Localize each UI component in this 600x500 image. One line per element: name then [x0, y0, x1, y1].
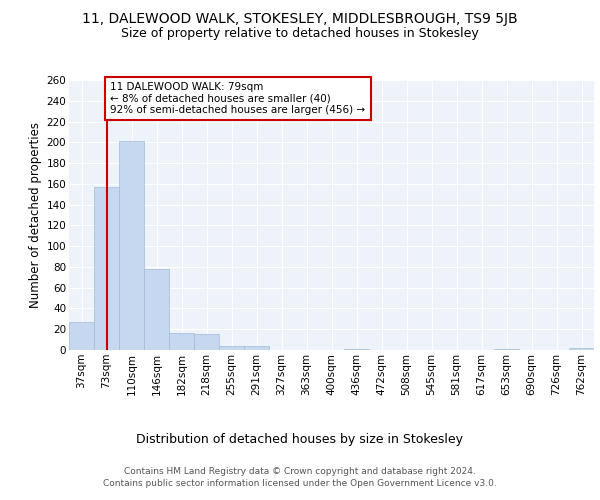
Bar [169, 334, 194, 350]
Bar [94, 187, 119, 350]
Bar [69, 322, 94, 350]
Bar [569, 348, 594, 350]
Bar [144, 269, 169, 350]
Bar [219, 346, 244, 350]
Text: 11, DALEWOOD WALK, STOKESLEY, MIDDLESBROUGH, TS9 5JB: 11, DALEWOOD WALK, STOKESLEY, MIDDLESBRO… [82, 12, 518, 26]
Bar [344, 349, 369, 350]
Text: Contains HM Land Registry data © Crown copyright and database right 2024.
Contai: Contains HM Land Registry data © Crown c… [103, 466, 497, 487]
Bar [194, 334, 219, 350]
Bar [494, 349, 519, 350]
Text: Distribution of detached houses by size in Stokesley: Distribution of detached houses by size … [137, 432, 464, 446]
Text: 11 DALEWOOD WALK: 79sqm
← 8% of detached houses are smaller (40)
92% of semi-det: 11 DALEWOOD WALK: 79sqm ← 8% of detached… [110, 82, 365, 116]
Bar [119, 142, 144, 350]
Bar [244, 346, 269, 350]
Y-axis label: Number of detached properties: Number of detached properties [29, 122, 43, 308]
Text: Size of property relative to detached houses in Stokesley: Size of property relative to detached ho… [121, 28, 479, 40]
